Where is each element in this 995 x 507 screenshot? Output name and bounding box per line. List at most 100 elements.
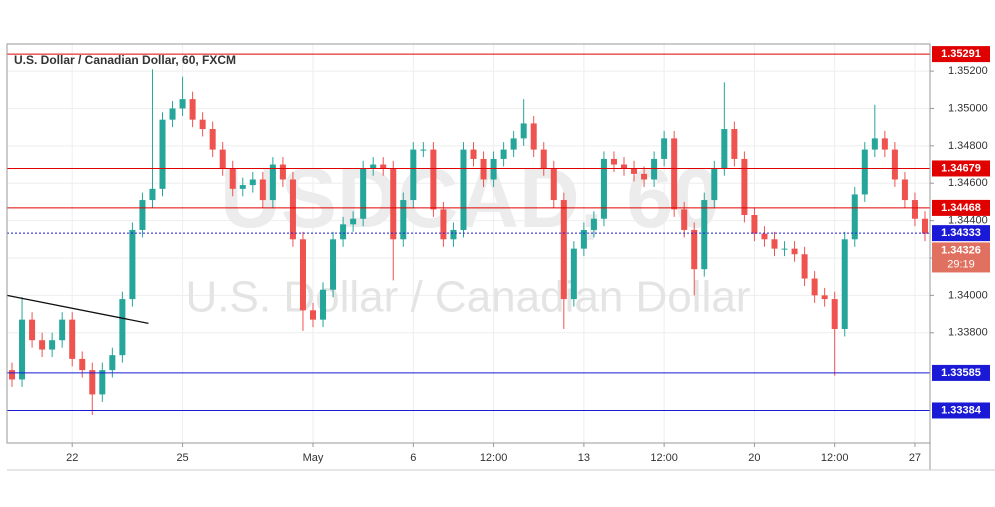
candle-body (821, 295, 828, 300)
x-tick-label: 22 (66, 452, 78, 464)
candle-body (39, 340, 46, 350)
candle-body (249, 179, 256, 186)
candle-body (9, 370, 16, 380)
candle-body (911, 200, 918, 219)
candle-body (570, 248, 577, 300)
candle-body (661, 138, 668, 159)
price-level-label: 1.35291 (941, 48, 981, 60)
candle-body (560, 200, 567, 300)
candle-body (450, 229, 457, 240)
candle-body (169, 108, 176, 120)
candle-body (811, 278, 818, 296)
candle-body (149, 188, 156, 201)
candle-body (109, 355, 116, 371)
candle-body (851, 194, 858, 240)
x-tick-label: 12:00 (821, 452, 849, 464)
candle-body (79, 358, 86, 371)
candle-body (791, 248, 798, 255)
price-level-tag (932, 364, 990, 381)
current-price-tag (932, 242, 990, 273)
candle-body (881, 138, 888, 150)
candle-body (921, 218, 928, 234)
candle-body (751, 215, 758, 234)
candle-body (701, 200, 708, 270)
y-tick-label: 1.34800 (948, 140, 988, 152)
current-price-label: 1.34326 (941, 244, 981, 256)
candle-body (841, 239, 848, 329)
candle-body (651, 158, 658, 180)
candle-body (19, 319, 26, 380)
candle-body (610, 158, 617, 165)
candle-body (580, 229, 587, 249)
candle-body (380, 164, 387, 169)
x-tick-label: 12:00 (480, 452, 508, 464)
candle-body (460, 149, 467, 230)
candle-body (721, 129, 728, 169)
candle-body (540, 149, 547, 169)
x-tick-label: 13 (578, 452, 590, 464)
candle-body (861, 149, 868, 195)
price-level-tag (932, 225, 990, 242)
candle-body (309, 310, 317, 320)
candle-body (520, 123, 527, 139)
countdown-label: 29:19 (947, 258, 975, 270)
y-tick-label: 1.33800 (948, 327, 988, 339)
price-level-label: 1.33384 (941, 404, 982, 416)
candle-body (530, 123, 537, 150)
watermark-symbol: USDCAD, 60 (220, 151, 719, 245)
candle-body (480, 158, 487, 180)
candle-body (119, 299, 126, 356)
candle-body (420, 149, 427, 151)
candle-body (671, 138, 678, 210)
candle-body (550, 168, 557, 201)
candle-body (159, 119, 166, 189)
x-tick-label: May (303, 452, 324, 464)
candle-body (440, 209, 447, 240)
price-level-label: 1.33585 (941, 367, 981, 379)
candle-body (771, 239, 778, 249)
candle-body (289, 179, 296, 240)
price-level-label: 1.34468 (941, 202, 981, 214)
candle-body (199, 119, 206, 130)
candle-body (129, 229, 136, 300)
x-tick-label: 20 (748, 452, 760, 464)
candle-body (691, 229, 698, 270)
candle-body (239, 185, 246, 189)
candle-body (229, 168, 236, 189)
candle-body (330, 239, 337, 290)
candle-body (781, 248, 788, 250)
candle-body (761, 233, 768, 240)
price-level-tag (932, 46, 990, 63)
candle-body (69, 319, 76, 359)
candle-body (49, 340, 56, 350)
mark-layer (6, 53, 930, 415)
x-tick-label: 12:00 (650, 452, 678, 464)
candle-body (410, 149, 417, 201)
candle-body (340, 224, 347, 240)
candle-body (891, 149, 898, 180)
price-level-tag (932, 160, 990, 177)
candle-body (500, 149, 507, 159)
candle-body (350, 218, 357, 225)
candle-body (390, 168, 397, 240)
candle-body (219, 149, 226, 169)
candle-body (731, 129, 738, 159)
candle-body (29, 319, 36, 341)
candle-body (400, 200, 407, 240)
candle-body (631, 168, 638, 174)
candle-body (510, 138, 517, 150)
price-level-label: 1.34679 (941, 162, 981, 174)
candle-body (209, 129, 216, 150)
candle-body (490, 158, 497, 180)
candle-body (259, 179, 266, 201)
y-tick-label: 1.34000 (948, 289, 988, 301)
candle-body (189, 99, 196, 120)
candle-body (320, 289, 327, 320)
trend-line (6, 294, 149, 325)
candle-body (590, 218, 597, 230)
chart-title: U.S. Dollar / Canadian Dollar, 60, FXCM (14, 53, 236, 67)
candle-body (741, 158, 748, 215)
price-level-tag (932, 402, 990, 419)
